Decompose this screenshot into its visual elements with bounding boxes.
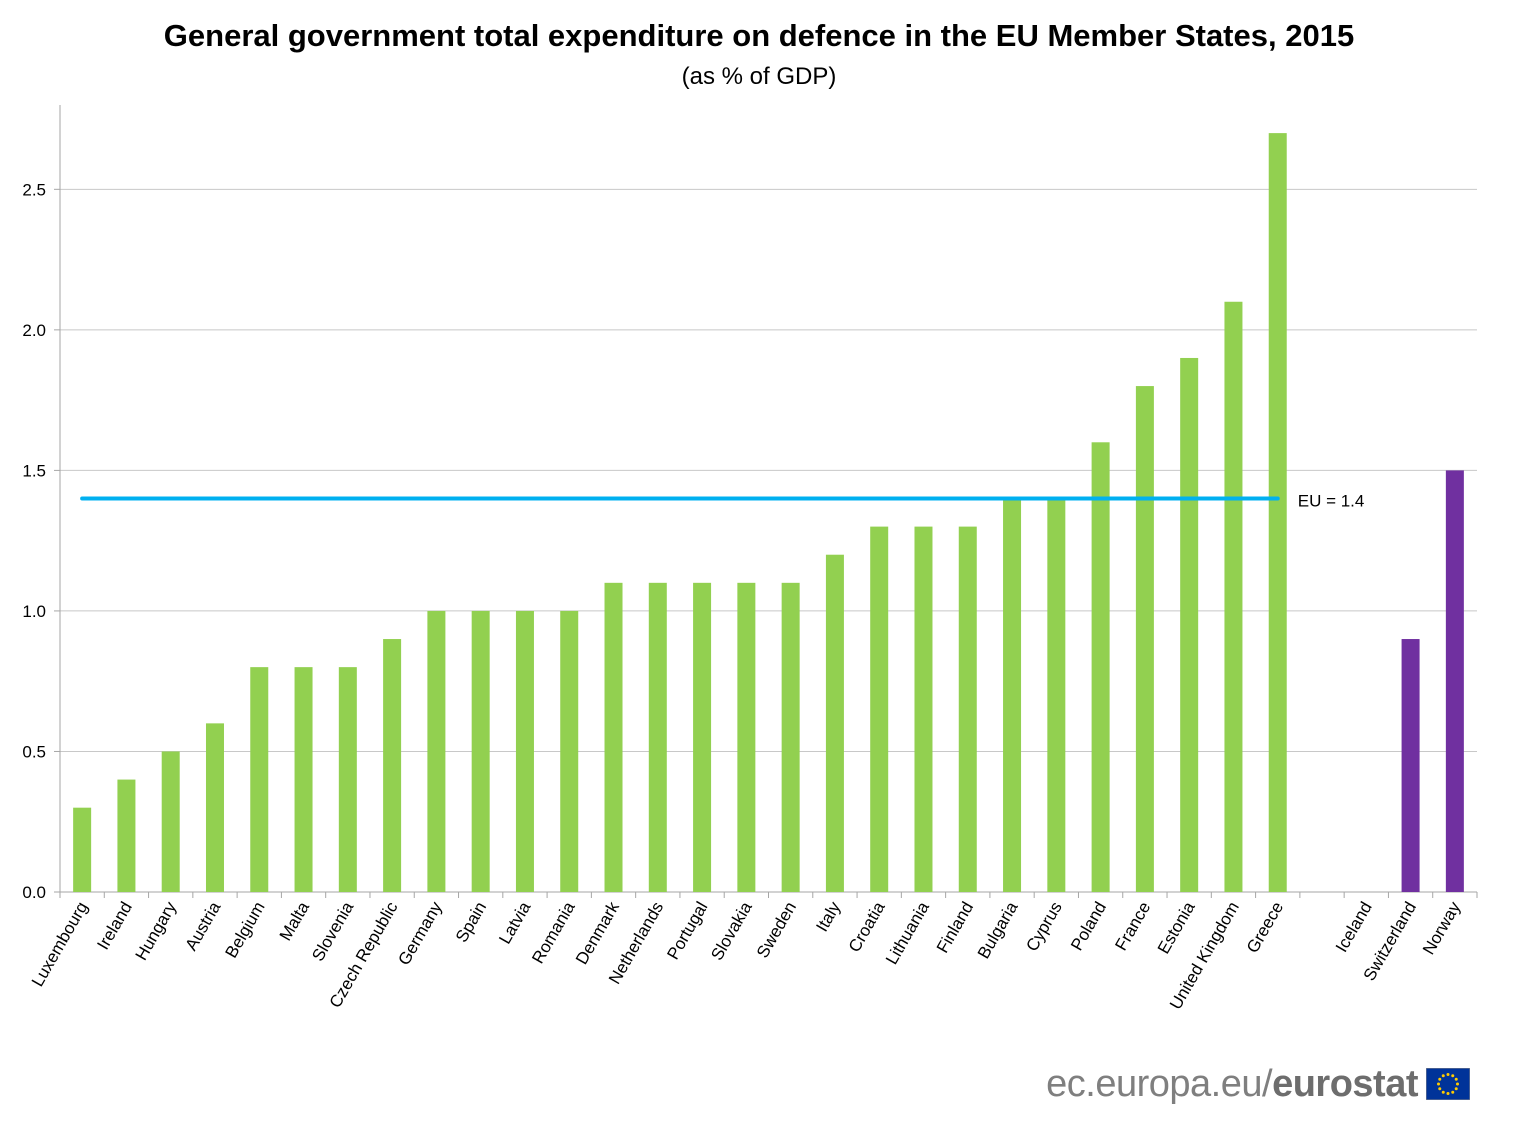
flag-star: [1446, 1073, 1450, 1076]
x-tick-label: Romania: [528, 898, 579, 967]
bar-sweden: [781, 582, 800, 892]
x-tick-label: Slovakia: [707, 898, 756, 964]
bar-poland: [1091, 442, 1110, 892]
flag-star: [1451, 1074, 1455, 1078]
x-tick-label: Spain: [452, 899, 490, 946]
x-tick-label: Belgium: [222, 899, 269, 962]
gridlines: [60, 188, 1477, 752]
bar-switzerland: [1401, 639, 1420, 892]
chart-subtitle: (as % of GDP): [681, 63, 837, 90]
flag-star: [1437, 1082, 1440, 1086]
x-tick-label: Malta: [276, 898, 314, 944]
bar-czech-republic: [383, 639, 402, 892]
x-tick-label: Cyprus: [1022, 899, 1065, 955]
flag-star: [1441, 1090, 1445, 1094]
bar-spain: [471, 610, 490, 892]
x-tick-label: Italy: [812, 898, 844, 935]
y-tick-label: 0.5: [22, 742, 46, 761]
footer-site: ec.europa.eu/: [1046, 1062, 1273, 1105]
x-tick-label: Slovenia: [308, 898, 357, 964]
x-tick-label: Croatia: [845, 898, 889, 955]
bar-romania: [560, 610, 579, 892]
x-tick-label: Greece: [1243, 899, 1287, 957]
bar-croatia: [870, 526, 889, 892]
x-tick-label: Iceland: [1332, 899, 1376, 956]
flag-star: [1451, 1090, 1455, 1094]
bar-norway: [1445, 470, 1464, 892]
bar-finland: [958, 526, 977, 892]
x-tick-label: Latvia: [495, 898, 534, 947]
bar-united-kingdom: [1224, 301, 1243, 892]
flag-star: [1454, 1077, 1458, 1081]
bars: [73, 133, 1464, 892]
bar-slovakia: [737, 582, 756, 892]
eu-average-line: EU = 1.4: [80, 492, 1365, 511]
bar-netherlands: [648, 582, 667, 892]
flag-star: [1438, 1077, 1442, 1081]
eu-flag-icon: [1426, 1068, 1470, 1100]
bar-france: [1135, 386, 1154, 892]
y-tick-label: 2.5: [22, 180, 46, 199]
y-tick-label: 1.5: [22, 461, 46, 480]
x-tick-label: Bulgaria: [974, 898, 1022, 962]
flag-field: [1426, 1068, 1470, 1100]
x-tick-label: Poland: [1067, 899, 1110, 954]
y-tick-label: 1.0: [22, 602, 46, 621]
x-tick-label: Sweden: [753, 899, 800, 962]
bar-lithuania: [914, 526, 933, 892]
bar-belgium: [250, 667, 269, 892]
bar-hungary: [161, 751, 180, 892]
bar-italy: [825, 554, 844, 892]
x-tick-label: Germany: [394, 898, 446, 968]
flag-star: [1454, 1087, 1458, 1091]
y-tick-label: 0.0: [22, 883, 46, 902]
flag-star: [1438, 1087, 1442, 1091]
x-tick-label: Portugal: [663, 899, 711, 963]
x-tick-label: Estonia: [1154, 898, 1199, 957]
bar-estonia: [1180, 357, 1199, 892]
bar-malta: [294, 667, 313, 892]
bar-latvia: [515, 610, 534, 892]
bar-ireland: [117, 779, 136, 892]
bar-denmark: [604, 582, 623, 892]
x-tick-label: Lithuania: [882, 898, 933, 968]
eu-average-label: EU = 1.4: [1298, 492, 1365, 511]
bar-greece: [1268, 133, 1287, 892]
footer-brand: eurostat: [1272, 1062, 1418, 1105]
footer: ec.europa.eu/eurostat: [1046, 1062, 1470, 1106]
x-tick-label: Finland: [933, 899, 977, 957]
x-tick-label: Austria: [182, 898, 225, 954]
bar-slovenia: [338, 667, 357, 892]
bar-austria: [205, 723, 224, 892]
x-tick-label: Luxembourg: [28, 899, 92, 990]
bar-portugal: [693, 582, 712, 892]
flag-star: [1456, 1082, 1459, 1086]
bar-germany: [427, 610, 446, 892]
flag-star: [1441, 1074, 1445, 1078]
footer-logo-text[interactable]: ec.europa.eu/eurostat: [1046, 1063, 1418, 1106]
bar-chart: EU = 1.4 0.0 0.5 1.0 1.5 2.0 2.5 Luxembourg Ire…: [22, 105, 1478, 1013]
x-tick-label: Norway: [1419, 898, 1465, 958]
flag-star: [1446, 1092, 1450, 1095]
x-tick-label: France: [1111, 899, 1154, 954]
bar-cyprus: [1047, 498, 1066, 892]
x-tick-label: Ireland: [93, 899, 135, 954]
x-tick-label: Denmark: [572, 898, 623, 968]
x-tick-label: Hungary: [132, 898, 181, 964]
chart-title: General government total expenditure on …: [163, 18, 1355, 53]
y-tick-label: 2.0: [22, 321, 46, 340]
bar-bulgaria: [1003, 498, 1022, 892]
bar-luxembourg: [73, 807, 92, 892]
